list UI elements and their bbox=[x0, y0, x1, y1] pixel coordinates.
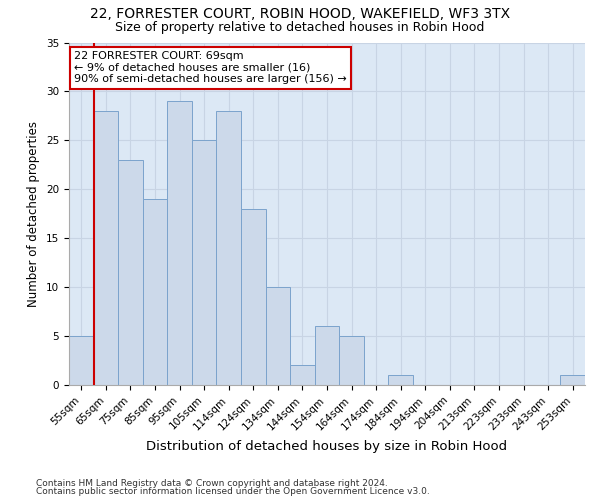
Bar bbox=[167, 101, 192, 385]
Bar bbox=[69, 336, 94, 385]
Bar bbox=[217, 111, 241, 385]
Bar bbox=[143, 199, 167, 385]
Bar bbox=[241, 209, 266, 385]
Bar bbox=[118, 160, 143, 385]
Bar bbox=[290, 366, 315, 385]
Y-axis label: Number of detached properties: Number of detached properties bbox=[28, 120, 40, 306]
Text: Contains public sector information licensed under the Open Government Licence v3: Contains public sector information licen… bbox=[36, 487, 430, 496]
Bar bbox=[388, 375, 413, 385]
Text: Contains HM Land Registry data © Crown copyright and database right 2024.: Contains HM Land Registry data © Crown c… bbox=[36, 478, 388, 488]
Bar bbox=[560, 375, 585, 385]
Text: Size of property relative to detached houses in Robin Hood: Size of property relative to detached ho… bbox=[115, 21, 485, 34]
Text: 22 FORRESTER COURT: 69sqm
← 9% of detached houses are smaller (16)
90% of semi-d: 22 FORRESTER COURT: 69sqm ← 9% of detach… bbox=[74, 51, 347, 84]
Bar bbox=[339, 336, 364, 385]
Bar bbox=[315, 326, 339, 385]
X-axis label: Distribution of detached houses by size in Robin Hood: Distribution of detached houses by size … bbox=[146, 440, 508, 453]
Bar bbox=[94, 111, 118, 385]
Bar bbox=[266, 287, 290, 385]
Text: 22, FORRESTER COURT, ROBIN HOOD, WAKEFIELD, WF3 3TX: 22, FORRESTER COURT, ROBIN HOOD, WAKEFIE… bbox=[90, 8, 510, 22]
Bar bbox=[192, 140, 217, 385]
